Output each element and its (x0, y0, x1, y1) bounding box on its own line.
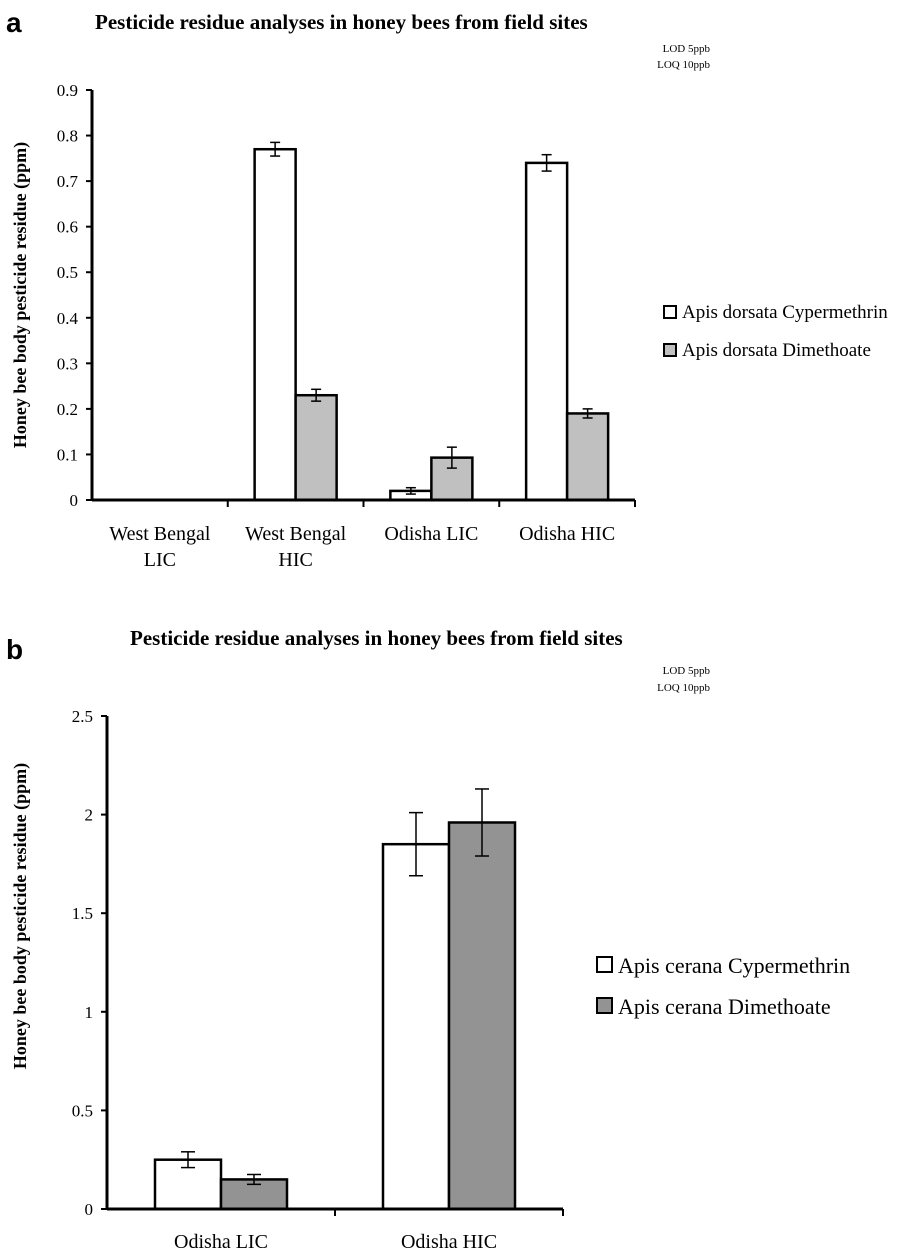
error-bar (582, 408, 593, 419)
category-label: Odisha HIC (401, 1231, 497, 1253)
bar-cypermethrin (524, 161, 569, 502)
bar-cypermethrin (253, 147, 297, 502)
legend-label-cypermethrin-a: Apis dorsata Cypermethrin (682, 302, 888, 323)
bar-cypermethrin (381, 842, 451, 1211)
bar-dimethoate (565, 412, 610, 502)
y-tick-label: 0.2 (57, 400, 78, 419)
bar-cypermethrin (153, 1158, 223, 1211)
legend-label-dimethoate-b: Apis cerana Dimethoate (618, 994, 831, 1019)
panel-label-a: a (6, 7, 22, 38)
category-label: Odisha LIC (174, 1231, 268, 1253)
y-tick-label: 0 (85, 1200, 94, 1219)
bar-dimethoate (294, 393, 338, 502)
category-labels-b: Odisha LIC Odisha HIC (174, 1231, 497, 1253)
error-bar (409, 811, 423, 877)
bars-a (253, 141, 610, 502)
error-bar (475, 788, 489, 857)
chart-title-b: Pesticide residue analyses in honey bees… (130, 626, 623, 650)
y-tick-label: 0.7 (57, 172, 79, 191)
y-tick-label: 2 (85, 806, 94, 825)
y-tick-label: 0.6 (57, 218, 78, 237)
lod-note-b: LOD 5ppb (663, 665, 711, 677)
y-ticks-a: 0 0.1 0.2 0.3 0.4 0.5 0.6 0.7 0.8 0.9 (57, 81, 636, 510)
panel-label-b: b (6, 634, 23, 665)
y-tick-label: 0.5 (72, 1101, 93, 1120)
legend-label-cypermethrin-b: Apis cerana Cypermethrin (618, 953, 850, 978)
y-tick-label: 0.9 (57, 81, 78, 100)
category-label: Odisha LIC (384, 523, 478, 545)
y-axis-label-b: Honey bee body pesticide residue (ppm) (10, 763, 31, 1069)
chart-a: a Pesticide residue analyses in honey be… (6, 7, 888, 571)
y-tick-label: 1.5 (72, 904, 93, 923)
y-tick-label: 2.5 (72, 707, 93, 726)
chart-title-a: Pesticide residue analyses in honey bees… (95, 10, 588, 34)
error-bar (405, 486, 416, 495)
legend-swatch-cypermethrin-b (596, 956, 613, 973)
error-bar (270, 141, 281, 157)
loq-note-b: LOQ 10ppb (657, 682, 710, 694)
category-label: Odisha HIC (519, 523, 615, 545)
legend-swatch-dimethoate-b (596, 997, 613, 1014)
category-label: LIC (144, 549, 176, 571)
y-tick-label: 0.1 (57, 445, 78, 464)
legend-swatch-dimethoate-a (663, 343, 677, 357)
error-bar (181, 1151, 195, 1169)
error-bar (247, 1173, 261, 1186)
bars-b (153, 788, 517, 1211)
lod-note-a: LOD 5ppb (663, 43, 711, 55)
legend-a: Apis dorsata Cypermethrin Apis dorsata D… (663, 302, 888, 361)
error-bar (541, 153, 552, 172)
error-bar (311, 388, 322, 402)
y-tick-label: 0.4 (57, 309, 79, 328)
category-label: HIC (278, 549, 312, 571)
category-labels-a: West Bengal LIC West Bengal HIC Odisha LIC Od… (109, 523, 615, 571)
y-tick-label: 0.8 (57, 127, 78, 146)
error-bar (446, 446, 457, 469)
loq-note-a: LOQ 10ppb (657, 59, 710, 71)
legend-label-dimethoate-a: Apis dorsata Dimethoate (682, 340, 871, 361)
y-tick-label: 0 (70, 491, 79, 510)
chart-b: b Pesticide residue analyses in honey be… (6, 626, 850, 1253)
y-tick-label: 1 (85, 1003, 94, 1022)
y-axis-label-a: Honey bee body pesticide residue (ppm) (10, 142, 31, 448)
legend-swatch-cypermethrin-a (663, 305, 677, 319)
category-label: West Bengal (109, 523, 211, 545)
bar-dimethoate (447, 821, 517, 1211)
y-tick-label: 0.3 (57, 354, 78, 373)
legend-b: Apis cerana Cypermethrin Apis cerana Dim… (596, 953, 850, 1019)
category-label: West Bengal (245, 523, 347, 545)
y-tick-label: 0.5 (57, 263, 78, 282)
